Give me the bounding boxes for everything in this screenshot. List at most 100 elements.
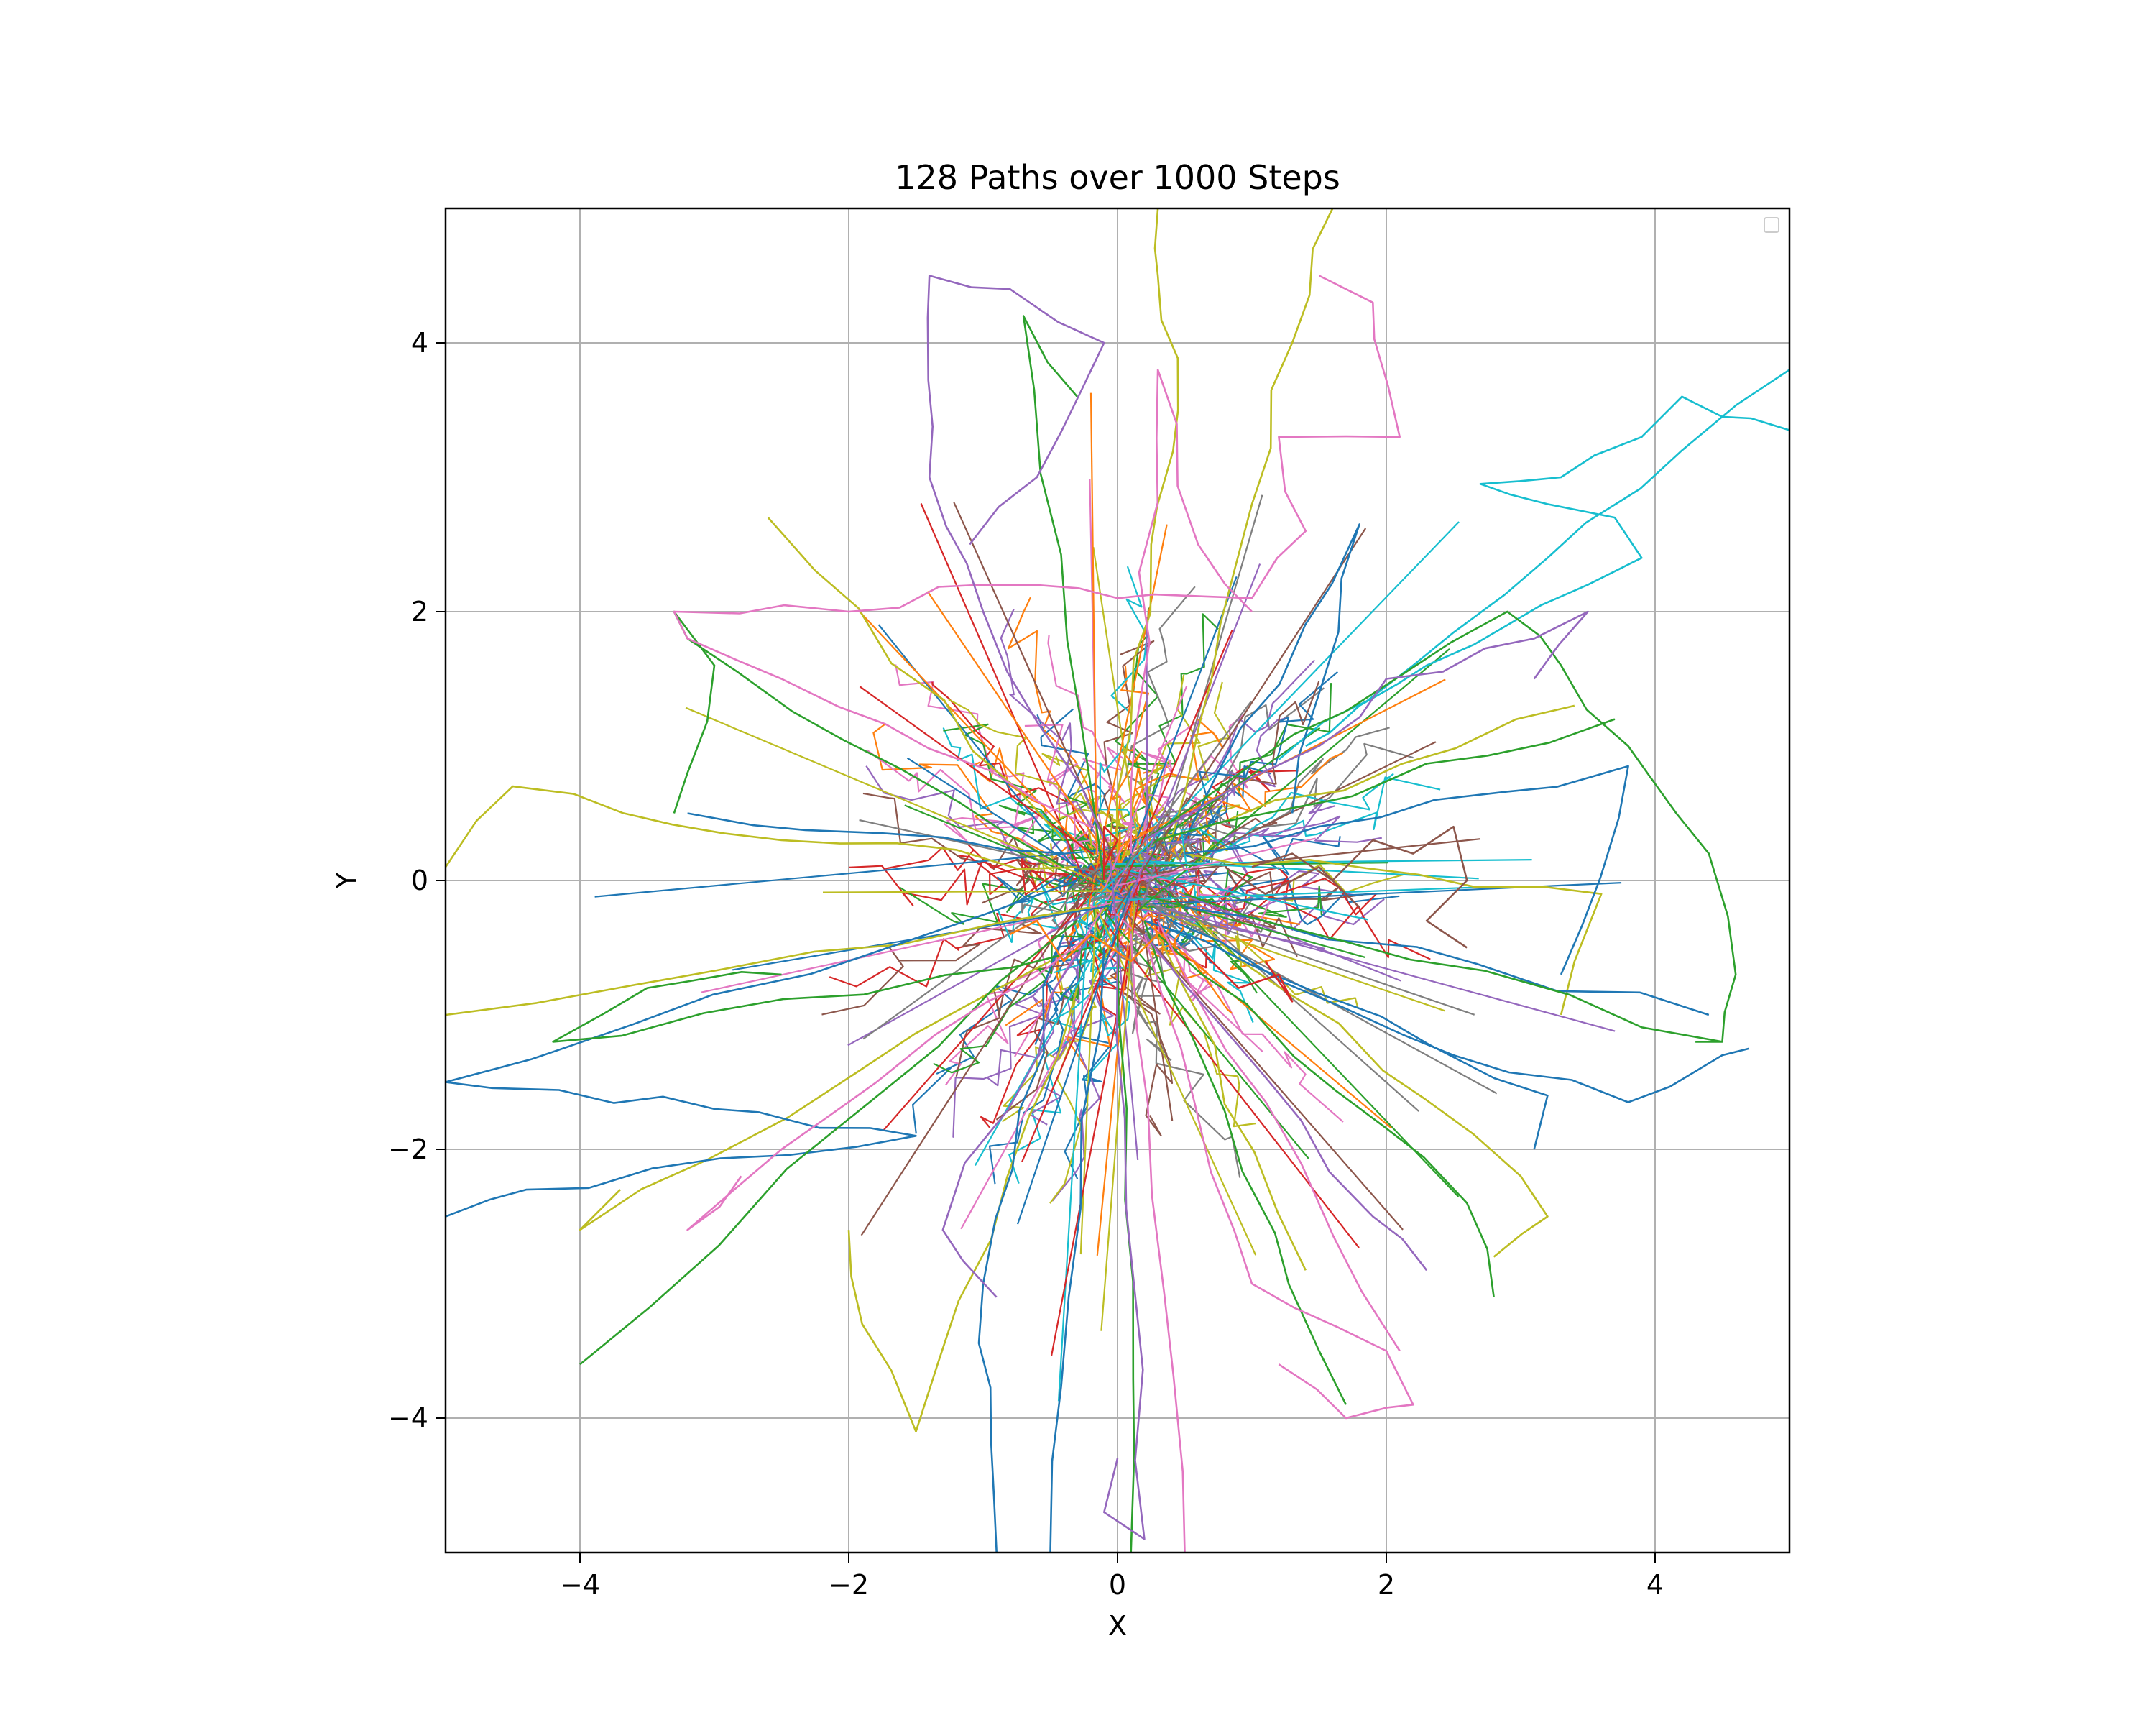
path-line bbox=[1251, 825, 1468, 949]
y-tick-label: 4 bbox=[411, 327, 428, 359]
path-line bbox=[1140, 741, 1437, 887]
path-line bbox=[687, 812, 1064, 855]
path-line bbox=[953, 502, 1130, 892]
path-line bbox=[1143, 920, 1348, 1405]
series-group bbox=[446, 208, 1789, 1552]
path-line bbox=[1101, 886, 1488, 902]
path-line bbox=[1089, 392, 1097, 856]
path-line bbox=[1157, 704, 1575, 842]
path-line bbox=[943, 723, 1120, 876]
path-line bbox=[1123, 701, 1252, 869]
path-line bbox=[1088, 524, 1168, 906]
path-line bbox=[883, 888, 1097, 1131]
path-line bbox=[1103, 947, 1146, 1540]
path-line bbox=[552, 947, 1091, 1043]
y-tick-label: −2 bbox=[388, 1133, 428, 1165]
path-line bbox=[1051, 899, 1140, 1356]
path-line bbox=[821, 881, 1135, 1016]
y-tick-label: 2 bbox=[411, 596, 428, 627]
path-line bbox=[1110, 867, 1301, 930]
path-line bbox=[1143, 919, 1549, 1150]
path-line bbox=[1009, 919, 1159, 962]
path-line bbox=[673, 275, 1401, 828]
path-line bbox=[1184, 523, 1360, 841]
path-line bbox=[847, 988, 1079, 1432]
path-line bbox=[1100, 883, 1393, 1129]
path-line bbox=[1128, 776, 1441, 885]
path-line bbox=[1079, 908, 1097, 1255]
path-line bbox=[1120, 862, 1298, 957]
path-line bbox=[1108, 576, 1238, 911]
ticks: −4 −2 0 2 4 −4 −2 0 2 4 bbox=[388, 327, 1664, 1601]
path-line bbox=[1115, 681, 1320, 883]
legend-box bbox=[1764, 217, 1779, 233]
path-line bbox=[1098, 566, 1148, 878]
path-line bbox=[1116, 528, 1367, 911]
path-line bbox=[1107, 773, 1394, 880]
chart-title: 128 Paths over 1000 Steps bbox=[895, 158, 1340, 197]
path-line bbox=[1105, 891, 1616, 1032]
path-line bbox=[1022, 315, 1105, 881]
path-line bbox=[1103, 825, 1119, 880]
path-line bbox=[1096, 896, 1134, 1256]
path-line bbox=[673, 610, 1064, 868]
path-line bbox=[1170, 208, 1334, 841]
path-line bbox=[1103, 640, 1155, 865]
path-line bbox=[1184, 852, 1603, 1016]
path-line bbox=[1115, 208, 1179, 854]
path-line bbox=[1102, 685, 1188, 892]
y-tick-label: −4 bbox=[388, 1402, 428, 1434]
path-line bbox=[1095, 904, 1257, 1256]
path-line bbox=[1118, 683, 1332, 892]
path-line bbox=[446, 906, 1091, 1016]
path-line bbox=[1224, 866, 1360, 908]
path-line bbox=[1136, 648, 1450, 912]
path-line bbox=[1143, 934, 1414, 1420]
path-line bbox=[732, 905, 1109, 971]
path-line bbox=[1143, 933, 1428, 1271]
path-line bbox=[1016, 886, 1133, 1225]
path-line bbox=[579, 960, 1051, 1231]
path-line bbox=[1171, 919, 1750, 1103]
path-line bbox=[1049, 947, 1105, 1552]
path-line bbox=[926, 275, 1105, 841]
x-axis-label: X bbox=[1108, 1610, 1127, 1642]
path-line bbox=[941, 934, 1092, 1298]
path-line bbox=[977, 934, 1065, 1552]
path-line bbox=[1115, 837, 1316, 887]
path-line bbox=[1021, 874, 1143, 1162]
path-line bbox=[1157, 718, 1616, 842]
path-line bbox=[579, 920, 1078, 1366]
path-line bbox=[988, 898, 1115, 1184]
path-line bbox=[1133, 903, 1446, 1012]
path-line bbox=[955, 866, 1110, 1077]
path-line bbox=[1130, 369, 1253, 854]
path-line bbox=[1109, 859, 1139, 1161]
path-line bbox=[686, 933, 1092, 1231]
path-line bbox=[1130, 896, 1475, 1016]
path-line bbox=[1057, 898, 1089, 1402]
path-line bbox=[1110, 865, 1401, 982]
path-line bbox=[594, 849, 1107, 898]
x-tick-label: 2 bbox=[1378, 1569, 1395, 1601]
path-line bbox=[1157, 933, 1495, 1297]
x-tick-label: 4 bbox=[1646, 1569, 1664, 1601]
y-tick-label: 0 bbox=[411, 865, 428, 896]
path-line bbox=[859, 611, 1088, 854]
path-line bbox=[1184, 893, 1723, 1043]
path-line bbox=[1197, 947, 1294, 1003]
path-line bbox=[1097, 838, 1480, 880]
path-line bbox=[904, 804, 1100, 887]
path-line bbox=[920, 503, 1087, 883]
path-line bbox=[446, 785, 1077, 870]
path-line bbox=[1124, 911, 1404, 1230]
path-line bbox=[1014, 858, 1133, 1057]
path-line bbox=[1130, 934, 1186, 1552]
path-line bbox=[1091, 905, 1360, 1248]
path-line bbox=[1184, 765, 1629, 975]
path-line bbox=[1123, 804, 1240, 865]
path-line bbox=[446, 879, 1078, 1218]
path-line bbox=[1278, 369, 1789, 760]
path-line bbox=[1146, 895, 1365, 958]
